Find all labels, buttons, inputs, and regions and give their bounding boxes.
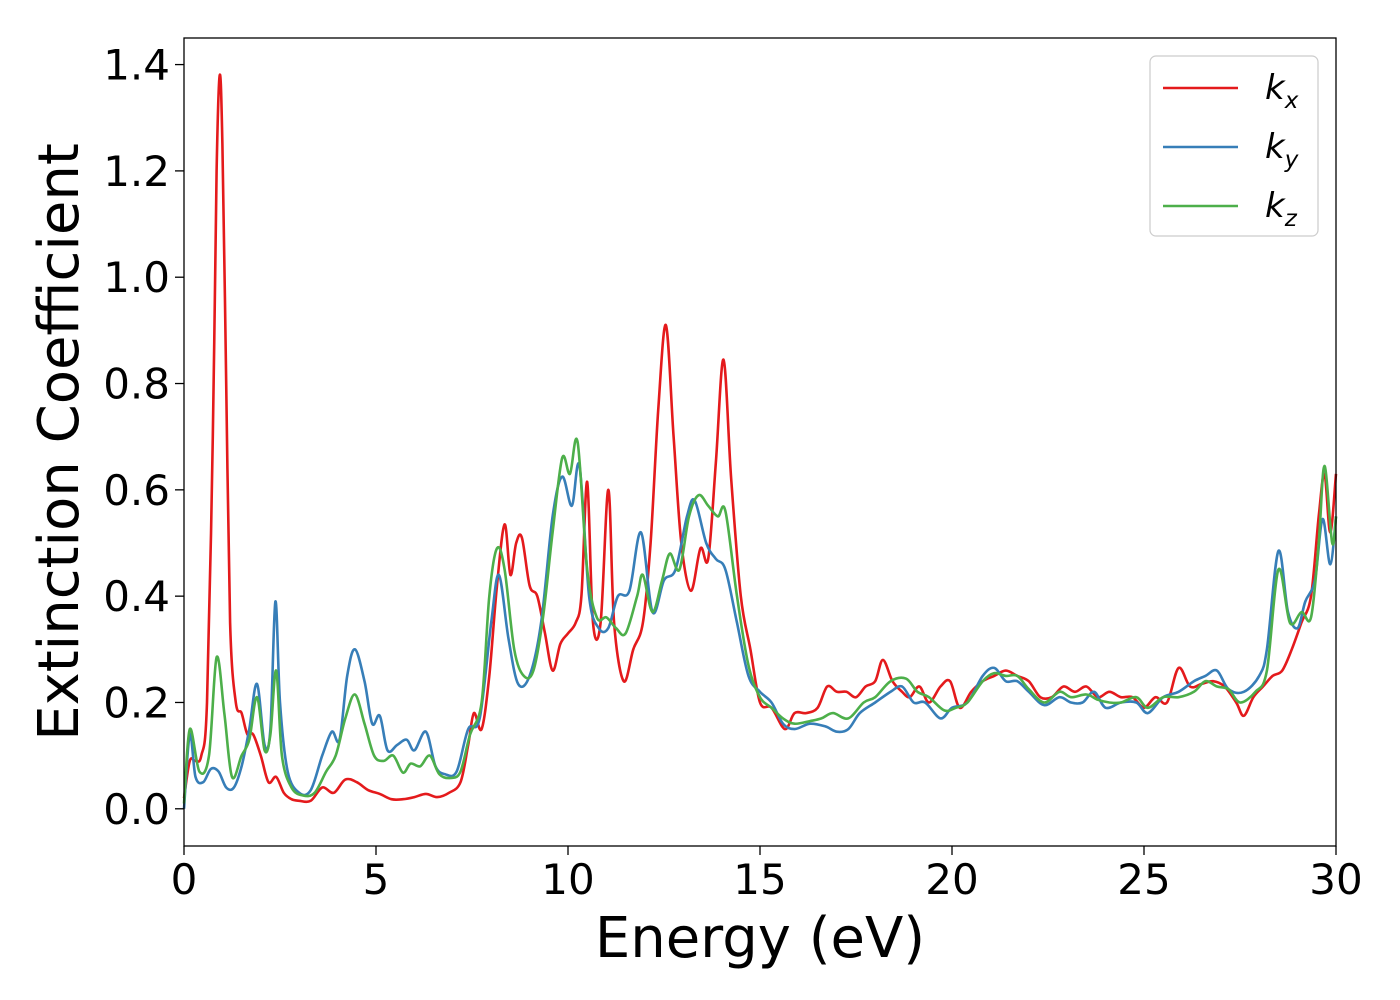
x-tick-label: 15: [733, 855, 786, 904]
y-tick-label: 1.4: [103, 41, 170, 90]
series-line-kx: [182, 73, 1338, 804]
x-tick-label: 10: [541, 855, 594, 904]
x-tick-label: 20: [925, 855, 978, 904]
x-tick-label: 0: [171, 855, 198, 904]
x-tick-label: 5: [363, 855, 390, 904]
y-tick-label: 1.0: [103, 253, 170, 302]
y-tick-label: 0.2: [103, 678, 170, 727]
y-tick-label: 0.8: [103, 360, 170, 409]
legend-label-ky: ky: [1265, 127, 1299, 173]
x-axis-title: Energy (eV): [595, 906, 925, 971]
y-tick-label: 1.2: [103, 147, 170, 196]
ticks-layer: 0 5 10 15 20 25 30 0.0 0.2 0.4 0.6 0.8 1.0 1.2 1.4: [103, 41, 1363, 904]
y-axis-title: Extinction Coefficient: [27, 143, 92, 741]
plot-frame: [183, 37, 1337, 847]
legend-label-kx: kx: [1265, 68, 1299, 114]
series-line-kz: [182, 437, 1338, 804]
x-tick-label: 30: [1309, 855, 1362, 904]
x-tick-label: 25: [1117, 855, 1170, 904]
series-layer: [182, 73, 1338, 809]
y-tick-label: 0.0: [103, 785, 170, 834]
y-tick-label: 0.4: [103, 572, 170, 621]
series-line-ky: [182, 461, 1338, 809]
y-tick-label: 0.6: [103, 466, 170, 515]
